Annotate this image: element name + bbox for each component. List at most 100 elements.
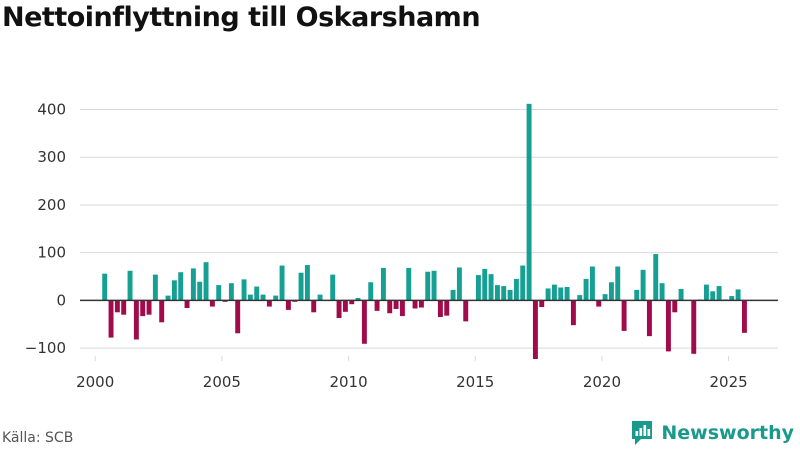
- bar: [659, 283, 665, 301]
- newsworthy-logo-icon: [632, 421, 653, 445]
- bar: [159, 300, 165, 323]
- y-axis-ticks: −100 0 100 200 300 400: [25, 101, 66, 358]
- bar: [532, 300, 538, 360]
- source-label: Källa: SCB: [2, 430, 74, 446]
- bar: [653, 254, 659, 301]
- bar: [665, 300, 671, 352]
- brand-name: Newsworthy: [661, 422, 794, 444]
- page-title: Nettoinflyttning till Oskarshamn: [2, 2, 481, 33]
- bar: [570, 300, 576, 326]
- bar: [304, 265, 310, 301]
- bar: [608, 282, 614, 301]
- bar: [171, 280, 177, 301]
- bar: [691, 300, 697, 354]
- x-tick-label: 2010: [329, 373, 367, 391]
- bar: [431, 270, 437, 301]
- bar: [716, 286, 722, 301]
- bar: [406, 267, 412, 301]
- bar: [551, 284, 557, 301]
- gridlines: [80, 109, 778, 349]
- bar: [425, 271, 431, 301]
- bar: [583, 278, 589, 301]
- bar: [564, 287, 570, 301]
- bar: [703, 284, 709, 301]
- x-axis-ticks: 2000 2005 2010 2015 2020 2025: [76, 356, 748, 391]
- bar: [482, 268, 488, 301]
- bar: [254, 286, 260, 301]
- bar: [285, 300, 291, 310]
- brand[interactable]: Newsworthy: [630, 420, 794, 446]
- bar: [190, 268, 196, 301]
- bar: [209, 300, 215, 307]
- x-tick-label: 2025: [710, 373, 748, 391]
- bar: [545, 288, 551, 301]
- bar: [241, 279, 247, 301]
- x-tick-label: 2005: [203, 373, 241, 391]
- bar: [266, 300, 272, 307]
- bar: [640, 269, 646, 301]
- bar: [146, 300, 152, 315]
- bar: [399, 300, 405, 317]
- bar: [602, 294, 608, 301]
- bar: [114, 300, 120, 313]
- bar: [380, 267, 386, 301]
- bar: [488, 274, 494, 301]
- bar: [475, 275, 481, 301]
- bar: [127, 270, 133, 301]
- bars: [102, 103, 747, 360]
- y-tick-label: 400: [37, 101, 66, 119]
- bar: [165, 295, 171, 301]
- bar: [330, 274, 336, 301]
- bar: [133, 300, 139, 340]
- bar: [450, 289, 456, 301]
- bar: [247, 294, 253, 301]
- bar: [526, 103, 532, 301]
- x-tick-label: 2020: [583, 373, 621, 391]
- bar: [336, 300, 342, 319]
- bar: [108, 300, 114, 338]
- y-tick-label: 100: [37, 244, 66, 262]
- bar: [520, 265, 526, 301]
- bar: [355, 297, 361, 301]
- bar: [418, 300, 424, 308]
- bar: [507, 289, 513, 301]
- bar: [710, 291, 716, 301]
- x-tick-label: 2015: [456, 373, 494, 391]
- bar: [235, 300, 241, 334]
- bar: [615, 266, 621, 301]
- bar: [646, 300, 652, 337]
- bar: [216, 285, 222, 301]
- bar: [634, 289, 640, 301]
- bar: [387, 300, 393, 314]
- y-tick-label: 200: [37, 196, 66, 214]
- bar: [729, 296, 735, 301]
- bar: [298, 272, 304, 301]
- bar: [672, 300, 678, 313]
- bar: [463, 300, 469, 322]
- bar: [203, 262, 209, 301]
- bar: [589, 266, 595, 301]
- bar: [273, 295, 279, 301]
- y-tick-label: −100: [25, 339, 66, 357]
- bar: [577, 295, 583, 301]
- bar: [621, 300, 627, 331]
- bar: [456, 267, 462, 301]
- bar: [494, 285, 500, 301]
- bar: [368, 282, 374, 301]
- bar: [741, 300, 747, 333]
- bar: [317, 294, 323, 301]
- x-tick-label: 2000: [76, 373, 114, 391]
- bar: [140, 300, 146, 317]
- bar: [558, 287, 564, 301]
- bar: [184, 300, 190, 308]
- bar: [513, 278, 519, 301]
- bar: [501, 286, 507, 301]
- bar: [178, 272, 184, 301]
- y-tick-label: 0: [56, 291, 66, 309]
- bar: [279, 265, 285, 301]
- bar: [361, 300, 367, 344]
- bar: [735, 289, 741, 301]
- y-tick-label: 300: [37, 148, 66, 166]
- bar: [678, 288, 684, 301]
